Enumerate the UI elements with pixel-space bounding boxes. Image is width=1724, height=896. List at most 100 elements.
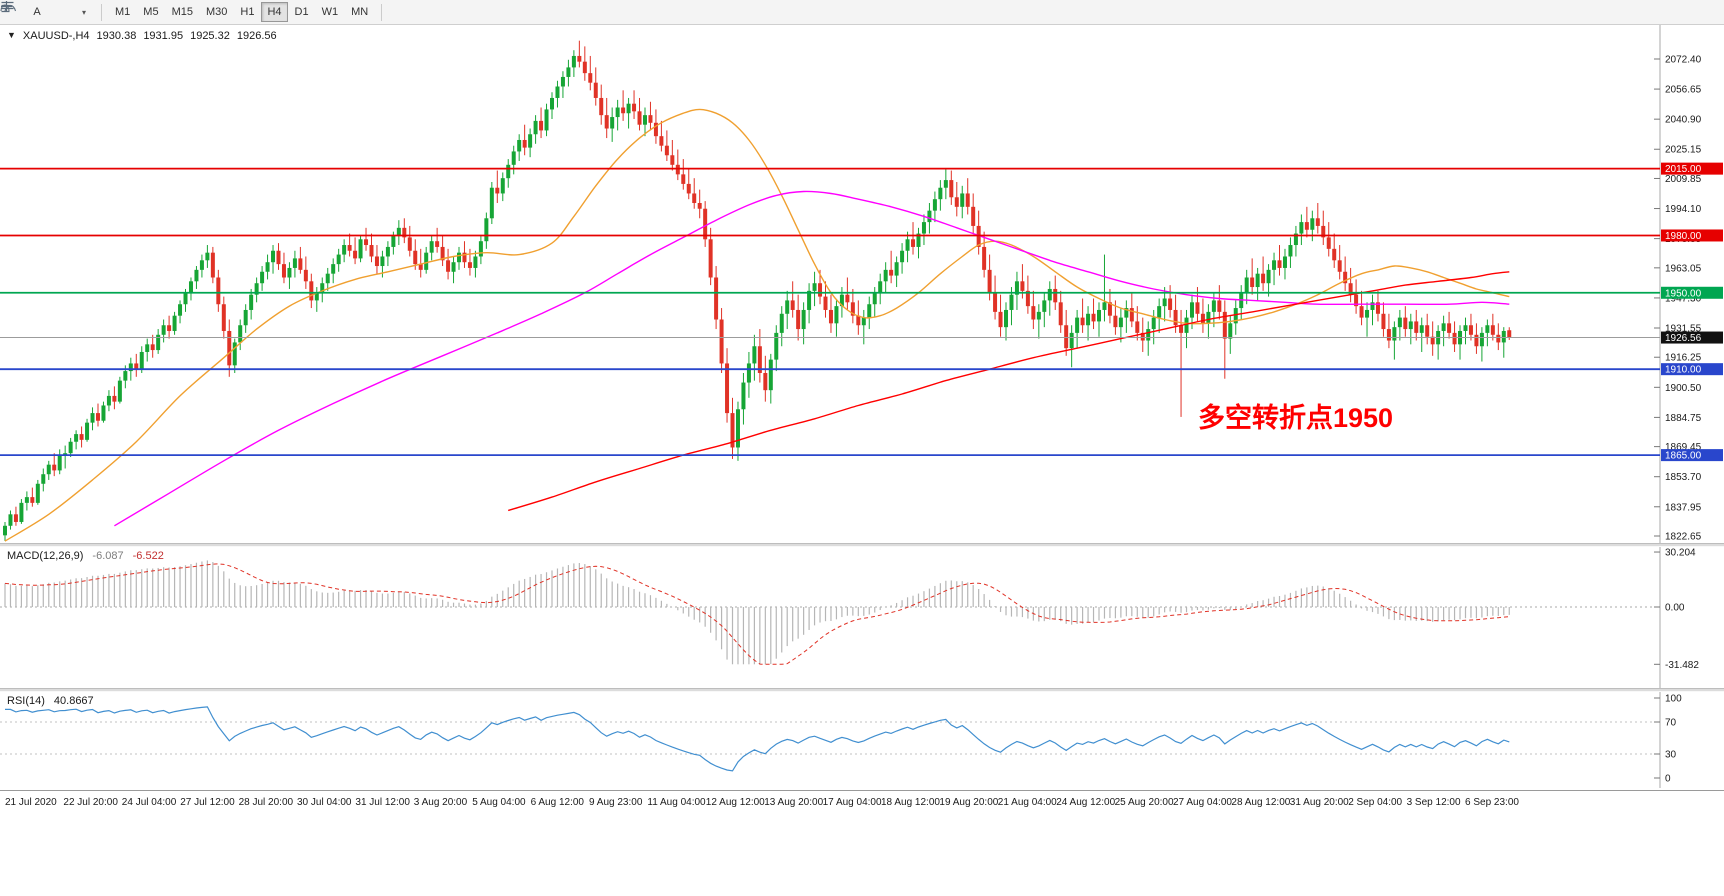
- svg-text:1884.75: 1884.75: [1665, 413, 1702, 424]
- time-axis-label: 3 Aug 20:00: [413, 797, 468, 808]
- svg-text:1926.56: 1926.56: [1665, 333, 1702, 344]
- svg-text:1822.65: 1822.65: [1665, 532, 1702, 543]
- rsi-header: RSI(14) 40.8667: [7, 695, 94, 707]
- time-axis-label: 27 Aug 04:00: [1173, 797, 1232, 808]
- svg-text:1950.00: 1950.00: [1665, 288, 1702, 299]
- rsi-panel[interactable]: 100 70 30 0 RSI(14) 40.8667: [0, 692, 1724, 788]
- timeframe-button-d1[interactable]: D1: [294, 6, 309, 18]
- svg-text:2025.15: 2025.15: [1665, 145, 1702, 156]
- svg-text:1837.95: 1837.95: [1665, 502, 1702, 513]
- svg-text:-31.482: -31.482: [1665, 660, 1699, 671]
- macd-signal-value: -6.522: [132, 550, 164, 562]
- timeframe-button-h1[interactable]: H1: [240, 6, 255, 18]
- timeframe-button-m5[interactable]: M5: [143, 6, 159, 18]
- svg-text:0.00: 0.00: [1665, 603, 1685, 614]
- cycle-lines-icon: [0, 4, 16, 12]
- time-axis-label: 18 Aug 12:00: [881, 797, 940, 808]
- time-axis-label: 30 Jul 04:00: [297, 797, 352, 808]
- text-tool-label: A: [33, 6, 41, 18]
- svg-text:1994.10: 1994.10: [1665, 204, 1702, 215]
- time-axis[interactable]: 21 Jul 2020 22 Jul 20:00 24 Jul 04:00 27 Ju…: [0, 790, 1724, 815]
- svg-text:1910.00: 1910.00: [1665, 365, 1702, 376]
- crosshair-tool-button[interactable]: [1, 1, 71, 22]
- macd-signal-line: [4, 563, 1510, 665]
- svg-text:1931.55: 1931.55: [1665, 324, 1702, 335]
- toolbar-separator: [101, 3, 102, 21]
- ohlc-open: 1930.38: [96, 30, 137, 42]
- rsi-line: [5, 706, 1510, 772]
- time-axis-label: 28 Aug 12:00: [1231, 797, 1291, 808]
- svg-text:1853.70: 1853.70: [1665, 472, 1702, 483]
- price-badge-1910.00: 1910.00: [1661, 363, 1723, 376]
- svg-text:1980.00: 1980.00: [1665, 231, 1702, 242]
- rsi-value: 40.8667: [53, 695, 94, 707]
- svg-text:1963.05: 1963.05: [1665, 263, 1702, 274]
- candles-layer: [3, 40, 1512, 542]
- time-axis-label: 6 Aug 12:00: [530, 797, 584, 808]
- ma-mid-line: [114, 190, 1510, 527]
- timeframe-button-mn[interactable]: MN: [351, 6, 369, 18]
- timeframe-button-h4[interactable]: H4: [261, 2, 288, 22]
- macd-name: MACD(12,26,9): [7, 550, 84, 562]
- symbol-timeframe-label: XAUUSD-,H4: [22, 30, 90, 42]
- toolbar: A ▾ M1 M5 M15 M30 H1 H4 D1 W1 MN: [0, 0, 1724, 25]
- text-tool-button[interactable]: A: [26, 2, 48, 22]
- timeframe-button-m15[interactable]: M15: [171, 6, 193, 18]
- macd-header: MACD(12,26,9) -6.087 -6.522: [7, 550, 164, 562]
- panel-splitter[interactable]: [0, 688, 1724, 692]
- time-axis-label: 21 Aug 04:00: [997, 797, 1057, 808]
- svg-text:1916.25: 1916.25: [1665, 353, 1702, 364]
- svg-text:1869.45: 1869.45: [1665, 442, 1702, 453]
- svg-text:2009.85: 2009.85: [1665, 174, 1702, 185]
- time-axis-label: 5 Aug 04:00: [472, 797, 526, 808]
- panel-splitter[interactable]: [0, 543, 1724, 547]
- price-badge-1950.00: 1950.00: [1661, 286, 1723, 299]
- time-axis-label: 9 Aug 23:00: [589, 797, 643, 808]
- time-axis-label: 13 Aug 20:00: [764, 797, 824, 808]
- time-axis-label: 3 Sep 12:00: [1406, 797, 1461, 808]
- svg-text:2072.40: 2072.40: [1665, 55, 1702, 66]
- time-axis-label: 28 Jul 20:00: [238, 797, 294, 808]
- ohlc-close: 1926.56: [236, 30, 277, 42]
- timeframe-button-m1[interactable]: M1: [115, 6, 131, 18]
- macd-canvas[interactable]: 30.204 0.00 -31.482: [0, 547, 1724, 688]
- price-chart-canvas[interactable]: 2072.40 2056.65 2040.90 2025.15 2009.85 1994.…: [0, 25, 1724, 543]
- svg-text:1947.30: 1947.30: [1665, 293, 1702, 304]
- chart-annotation-text[interactable]: 多空转折点1950: [1198, 403, 1394, 433]
- chart-menu-icon[interactable]: ▼: [7, 30, 16, 40]
- ohlc-high: 1931.95: [143, 30, 184, 42]
- rsi-name: RSI(14): [7, 695, 45, 707]
- svg-text:2015.00: 2015.00: [1665, 164, 1702, 175]
- timeframe-button-m30[interactable]: M30: [205, 6, 228, 18]
- macd-main-value: -6.087: [92, 550, 124, 562]
- svg-text:30: 30: [1665, 750, 1677, 761]
- timeframe-button-w1[interactable]: W1: [321, 6, 339, 18]
- svg-text:1865.00: 1865.00: [1665, 451, 1702, 462]
- ma-fast-line: [4, 108, 1510, 542]
- time-axis-label: 31 Aug 20:00: [1289, 797, 1349, 808]
- time-axis-label: 31 Jul 12:00: [355, 797, 410, 808]
- time-axis-label: 19 Aug 20:00: [939, 797, 999, 808]
- svg-text:1900.50: 1900.50: [1665, 383, 1702, 394]
- time-axis-label: 6 Sep 23:00: [1465, 797, 1519, 808]
- time-axis-label: 11 Aug 04:00: [647, 797, 706, 808]
- time-axis-label: 24 Jul 04:00: [121, 797, 177, 808]
- main-chart-panel[interactable]: 2072.40 2056.65 2040.90 2025.15 2009.85 1994.…: [0, 25, 1724, 543]
- chevron-down-icon: ▾: [81, 7, 86, 17]
- ma-slow-line: [507, 271, 1510, 512]
- timeframe-group: M1 M5 M15 M30 H1 H4 D1 W1 MN: [109, 2, 374, 22]
- time-axis-label: 24 Aug 12:00: [1056, 797, 1116, 808]
- macd-panel[interactable]: 30.204 0.00 -31.482 MACD(12,26,9) -6.087 -…: [0, 547, 1724, 688]
- time-axis-label: 25 Aug 20:00: [1114, 797, 1174, 808]
- line-studies-dropdown[interactable]: ▾: [0, 2, 94, 22]
- time-axis-label: 12 Aug 12:00: [705, 797, 765, 808]
- toolbar-separator: [381, 3, 383, 21]
- time-axis-label: 2 Sep 04:00: [1348, 797, 1403, 808]
- rsi-canvas[interactable]: 100 70 30 0: [0, 692, 1724, 788]
- price-badge-1926.56: 1926.56: [1661, 331, 1723, 344]
- price-badge-2015.00: 2015.00: [1661, 162, 1723, 175]
- svg-text:100: 100: [1665, 694, 1682, 705]
- time-axis-label: 17 Aug 04:00: [822, 797, 882, 808]
- svg-text:0: 0: [1665, 774, 1671, 785]
